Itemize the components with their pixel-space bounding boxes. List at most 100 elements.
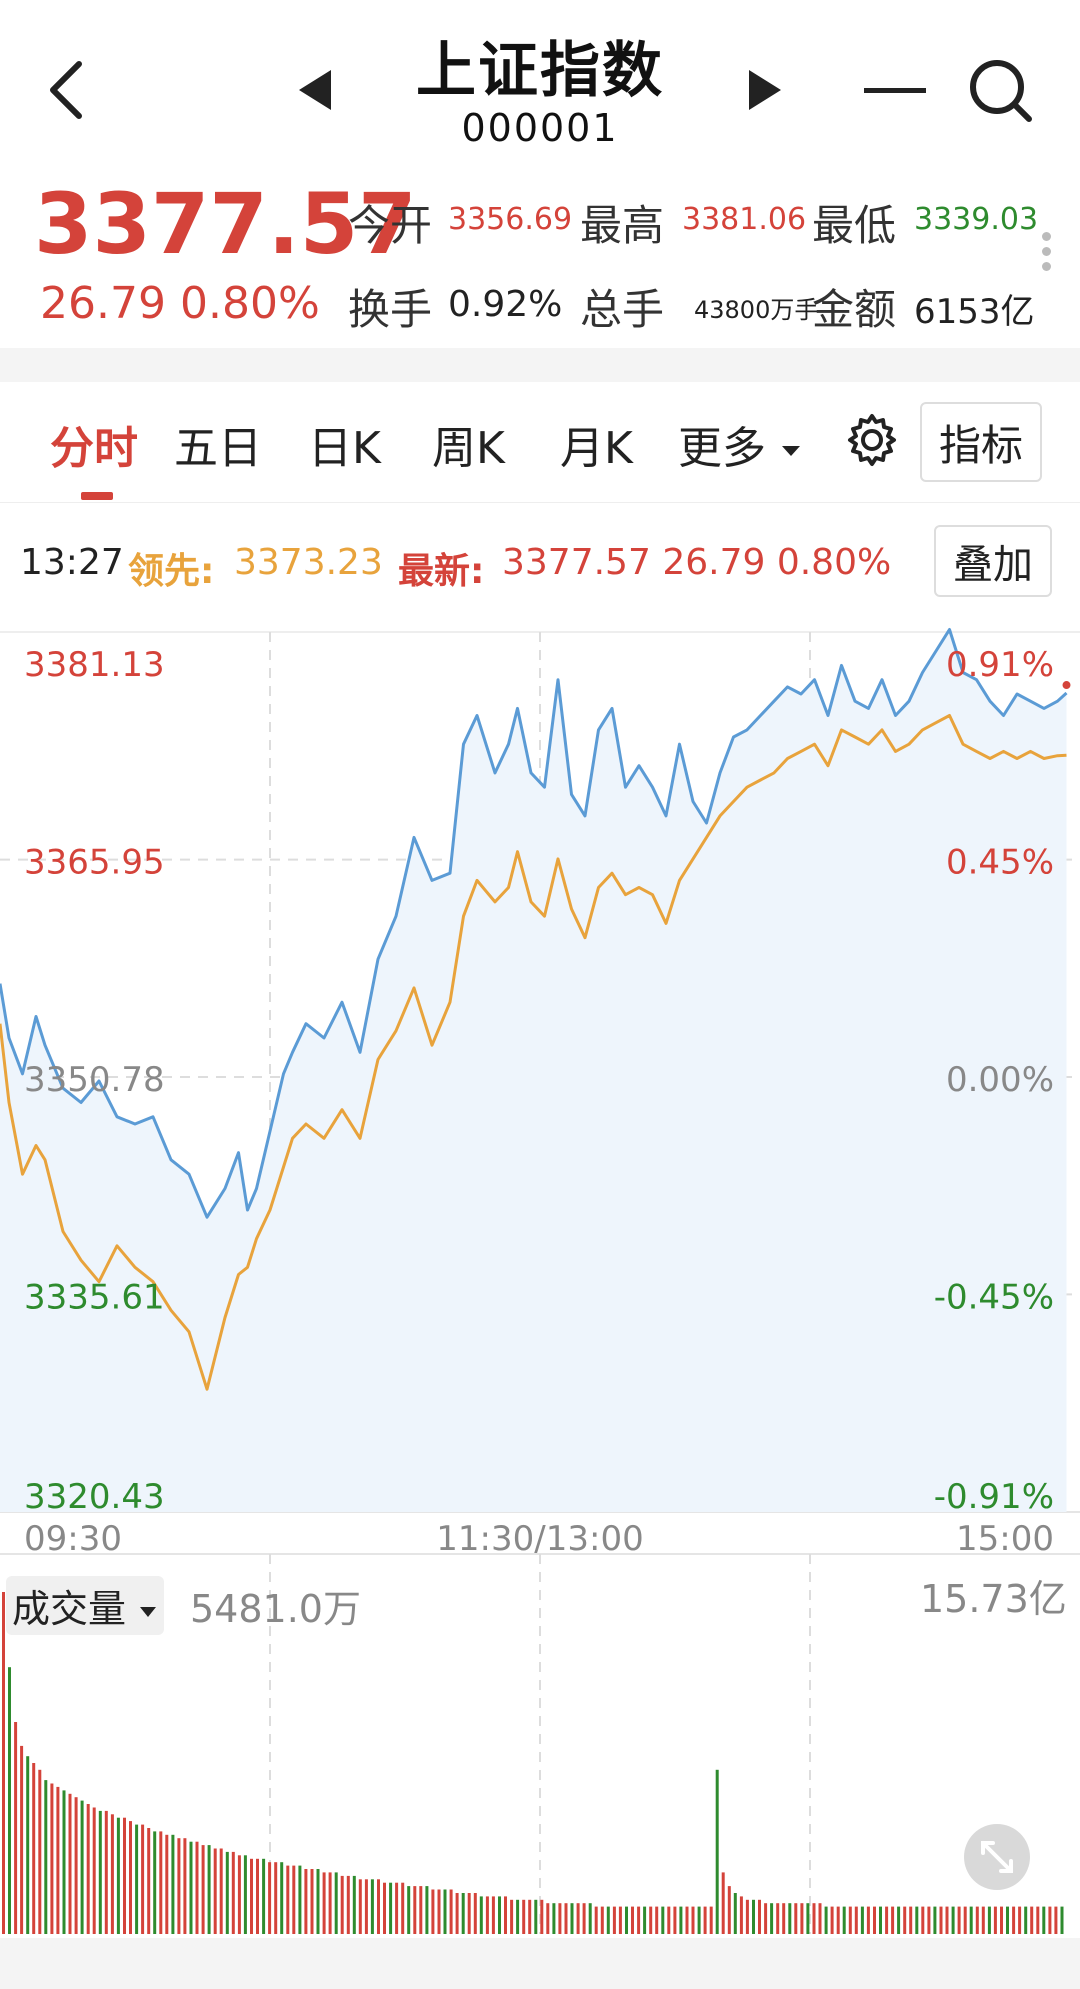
expand-icon[interactable]: [964, 1824, 1030, 1890]
volume-bar: [927, 1906, 931, 1934]
indicator-button[interactable]: 指标: [920, 402, 1042, 482]
volume-bar: [812, 1903, 816, 1934]
latest-value: 3377.57 26.79 0.80%: [502, 542, 892, 583]
minus-icon[interactable]: [860, 70, 930, 110]
volume-bar: [600, 1906, 604, 1934]
volume-bar: [897, 1906, 901, 1934]
volume-bar: [1042, 1906, 1046, 1934]
volume-bar: [957, 1906, 961, 1934]
tab-five-day[interactable]: 五日: [174, 423, 262, 474]
volume-bar: [407, 1886, 411, 1934]
volume-label: 总手: [580, 285, 665, 334]
open-value: 3356.69: [448, 202, 573, 237]
volume-bar: [661, 1906, 665, 1934]
volume-bar: [679, 1906, 683, 1934]
volume-bar: [558, 1903, 562, 1934]
volume-bar: [582, 1903, 586, 1934]
lead-series-line: [0, 714, 1067, 1391]
volume-bar: [498, 1896, 501, 1934]
volume-bar: [183, 1838, 187, 1934]
current-volume: 5481.0万: [190, 1587, 361, 1631]
volume-bar: [8, 1667, 11, 1934]
volume-bar: [782, 1903, 786, 1934]
volume-bar: [516, 1899, 520, 1934]
y-tick-label-right: -0.45%: [934, 1277, 1054, 1317]
volume-bar: [510, 1899, 514, 1934]
volume-bar: [570, 1903, 574, 1934]
volume-bar: [806, 1903, 810, 1934]
volume-bar: [455, 1893, 459, 1934]
header-bar: 上证指数 000001: [0, 0, 1080, 175]
volume-bar: [794, 1903, 798, 1934]
volume-bar: [38, 1769, 42, 1934]
volume-bar: [625, 1906, 628, 1934]
volume-bar: [26, 1756, 30, 1934]
volume-bar: [310, 1869, 314, 1934]
volume-bar: [921, 1906, 925, 1934]
volume-bar: [377, 1879, 380, 1934]
tab-daily-k[interactable]: 日K: [308, 423, 381, 474]
tab-more[interactable]: 更多: [678, 412, 802, 476]
search-icon[interactable]: [960, 50, 1040, 130]
tab-intraday[interactable]: 分时: [50, 423, 138, 474]
volume-bar: [2, 1592, 5, 1934]
volume-bar: [479, 1896, 483, 1934]
volume-bar: [1024, 1906, 1028, 1934]
volume-bar: [691, 1906, 695, 1934]
volume-indicator-selector[interactable]: 成交量: [6, 1576, 165, 1635]
tab-monthly-k[interactable]: 月K: [560, 423, 633, 474]
volume-bar: [110, 1814, 114, 1934]
volume-bar: [1054, 1906, 1058, 1934]
prev-triangle-icon[interactable]: [290, 60, 340, 120]
volume-max-label: 15.73亿: [920, 1577, 1067, 1621]
active-tab-underline: [81, 492, 113, 500]
latest-label: 最新:: [398, 551, 485, 592]
change-value: 26.79: [40, 278, 166, 329]
lead-value: 3373.23: [234, 542, 383, 583]
volume-bar: [848, 1906, 852, 1934]
volume-bar: [721, 1872, 725, 1934]
volume-bar: [177, 1838, 181, 1934]
amount-label: 金额: [812, 285, 897, 334]
volume-bar: [981, 1906, 985, 1934]
volume-bar: [153, 1831, 157, 1934]
dropdown-caret-icon: [782, 446, 800, 456]
overlay-button[interactable]: 叠加: [934, 525, 1052, 597]
y-tick-label-left: 3381.13: [24, 645, 165, 685]
volume-bar: [419, 1886, 423, 1934]
volume-bar: [44, 1780, 48, 1934]
volume-bar: [552, 1903, 556, 1934]
lead-label: 领先:: [128, 551, 215, 592]
volume-bar: [449, 1889, 453, 1934]
volume-bar: [1012, 1906, 1016, 1934]
volume-bar: [98, 1810, 102, 1934]
volume-bar: [274, 1862, 278, 1934]
volume-bar: [697, 1906, 701, 1934]
price-area-fill: [0, 629, 1067, 1512]
volume-bar: [752, 1899, 755, 1934]
price-change: 26.79 0.80%: [40, 278, 320, 329]
next-triangle-icon[interactable]: [740, 60, 790, 120]
tab-weekly-k[interactable]: 周K: [432, 423, 505, 474]
volume-bar: [485, 1896, 489, 1934]
volume-bar: [655, 1906, 659, 1934]
intraday-chart[interactable]: 3381.13 0.91% 3365.95 0.45% 3350.78 0.00% 3335…: [0, 622, 1080, 1938]
back-arrow-icon[interactable]: [30, 50, 100, 130]
volume-bar: [745, 1899, 749, 1934]
gear-icon[interactable]: [842, 410, 902, 470]
volume-bar: [346, 1875, 350, 1934]
volume-bar: [231, 1851, 235, 1934]
x-tick-label: 09:30: [24, 1519, 122, 1559]
volume-bar: [141, 1824, 145, 1934]
volume-bar: [504, 1896, 507, 1934]
volume-bar: [1060, 1906, 1064, 1934]
change-percent: 0.80%: [179, 278, 320, 329]
volume-bar: [631, 1906, 634, 1934]
volume-bar: [534, 1899, 538, 1934]
volume-bar: [1048, 1906, 1052, 1934]
more-dots-icon[interactable]: [1042, 232, 1052, 277]
volume-bar: [280, 1862, 284, 1934]
y-tick-label-left: 3320.43: [24, 1477, 165, 1517]
volume-bar: [437, 1889, 441, 1934]
volume-bar: [92, 1807, 96, 1934]
